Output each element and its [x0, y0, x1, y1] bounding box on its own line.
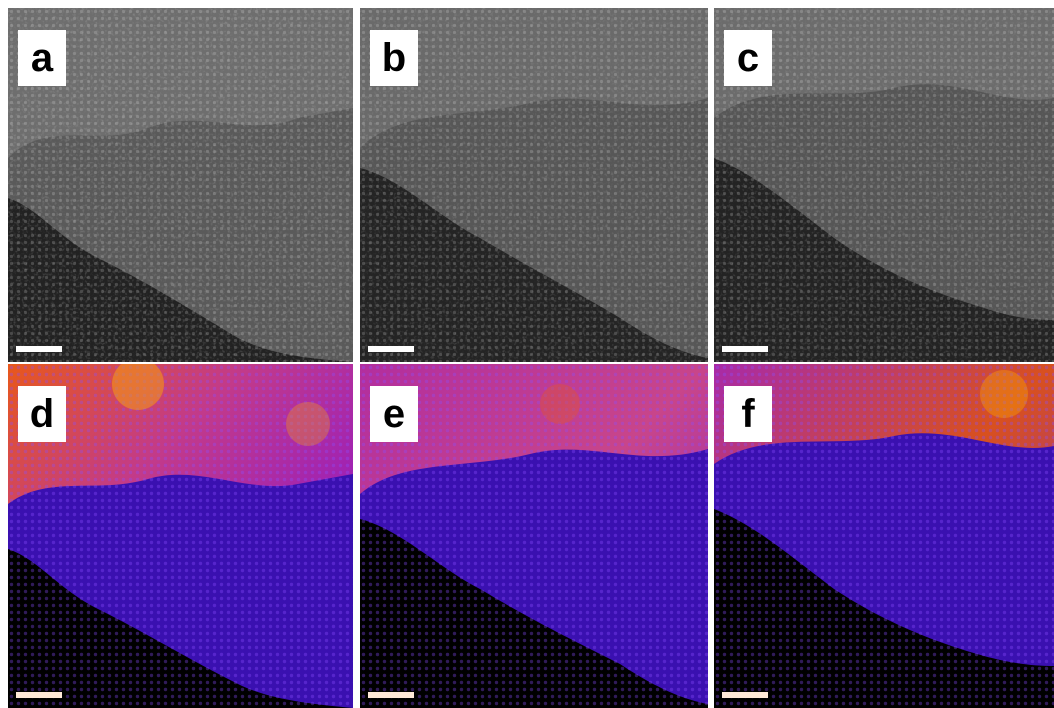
- panel-label-f: f: [724, 386, 772, 442]
- panel-d-false-color-map: d: [8, 364, 353, 708]
- panel-a-grayscale-micrograph: a: [8, 8, 353, 362]
- scale-bar: [16, 346, 62, 352]
- panel-f-false-color-map: f: [714, 364, 1054, 708]
- panel-e-image: [360, 364, 708, 708]
- panel-label-d: d: [18, 386, 66, 442]
- panel-label-a: a: [18, 30, 66, 86]
- panel-label-b: b: [370, 30, 418, 86]
- scale-bar: [722, 346, 768, 352]
- panel-b-image: [360, 8, 708, 362]
- panel-b-grayscale-micrograph: b: [360, 8, 708, 362]
- panel-label-e: e: [370, 386, 418, 442]
- scale-bar: [722, 692, 768, 698]
- panel-label-c: c: [724, 30, 772, 86]
- panel-c-grayscale-micrograph: c: [714, 8, 1054, 362]
- scale-bar: [368, 346, 414, 352]
- scale-bar: [16, 692, 62, 698]
- scale-bar: [368, 692, 414, 698]
- panel-e-false-color-map: e: [360, 364, 708, 708]
